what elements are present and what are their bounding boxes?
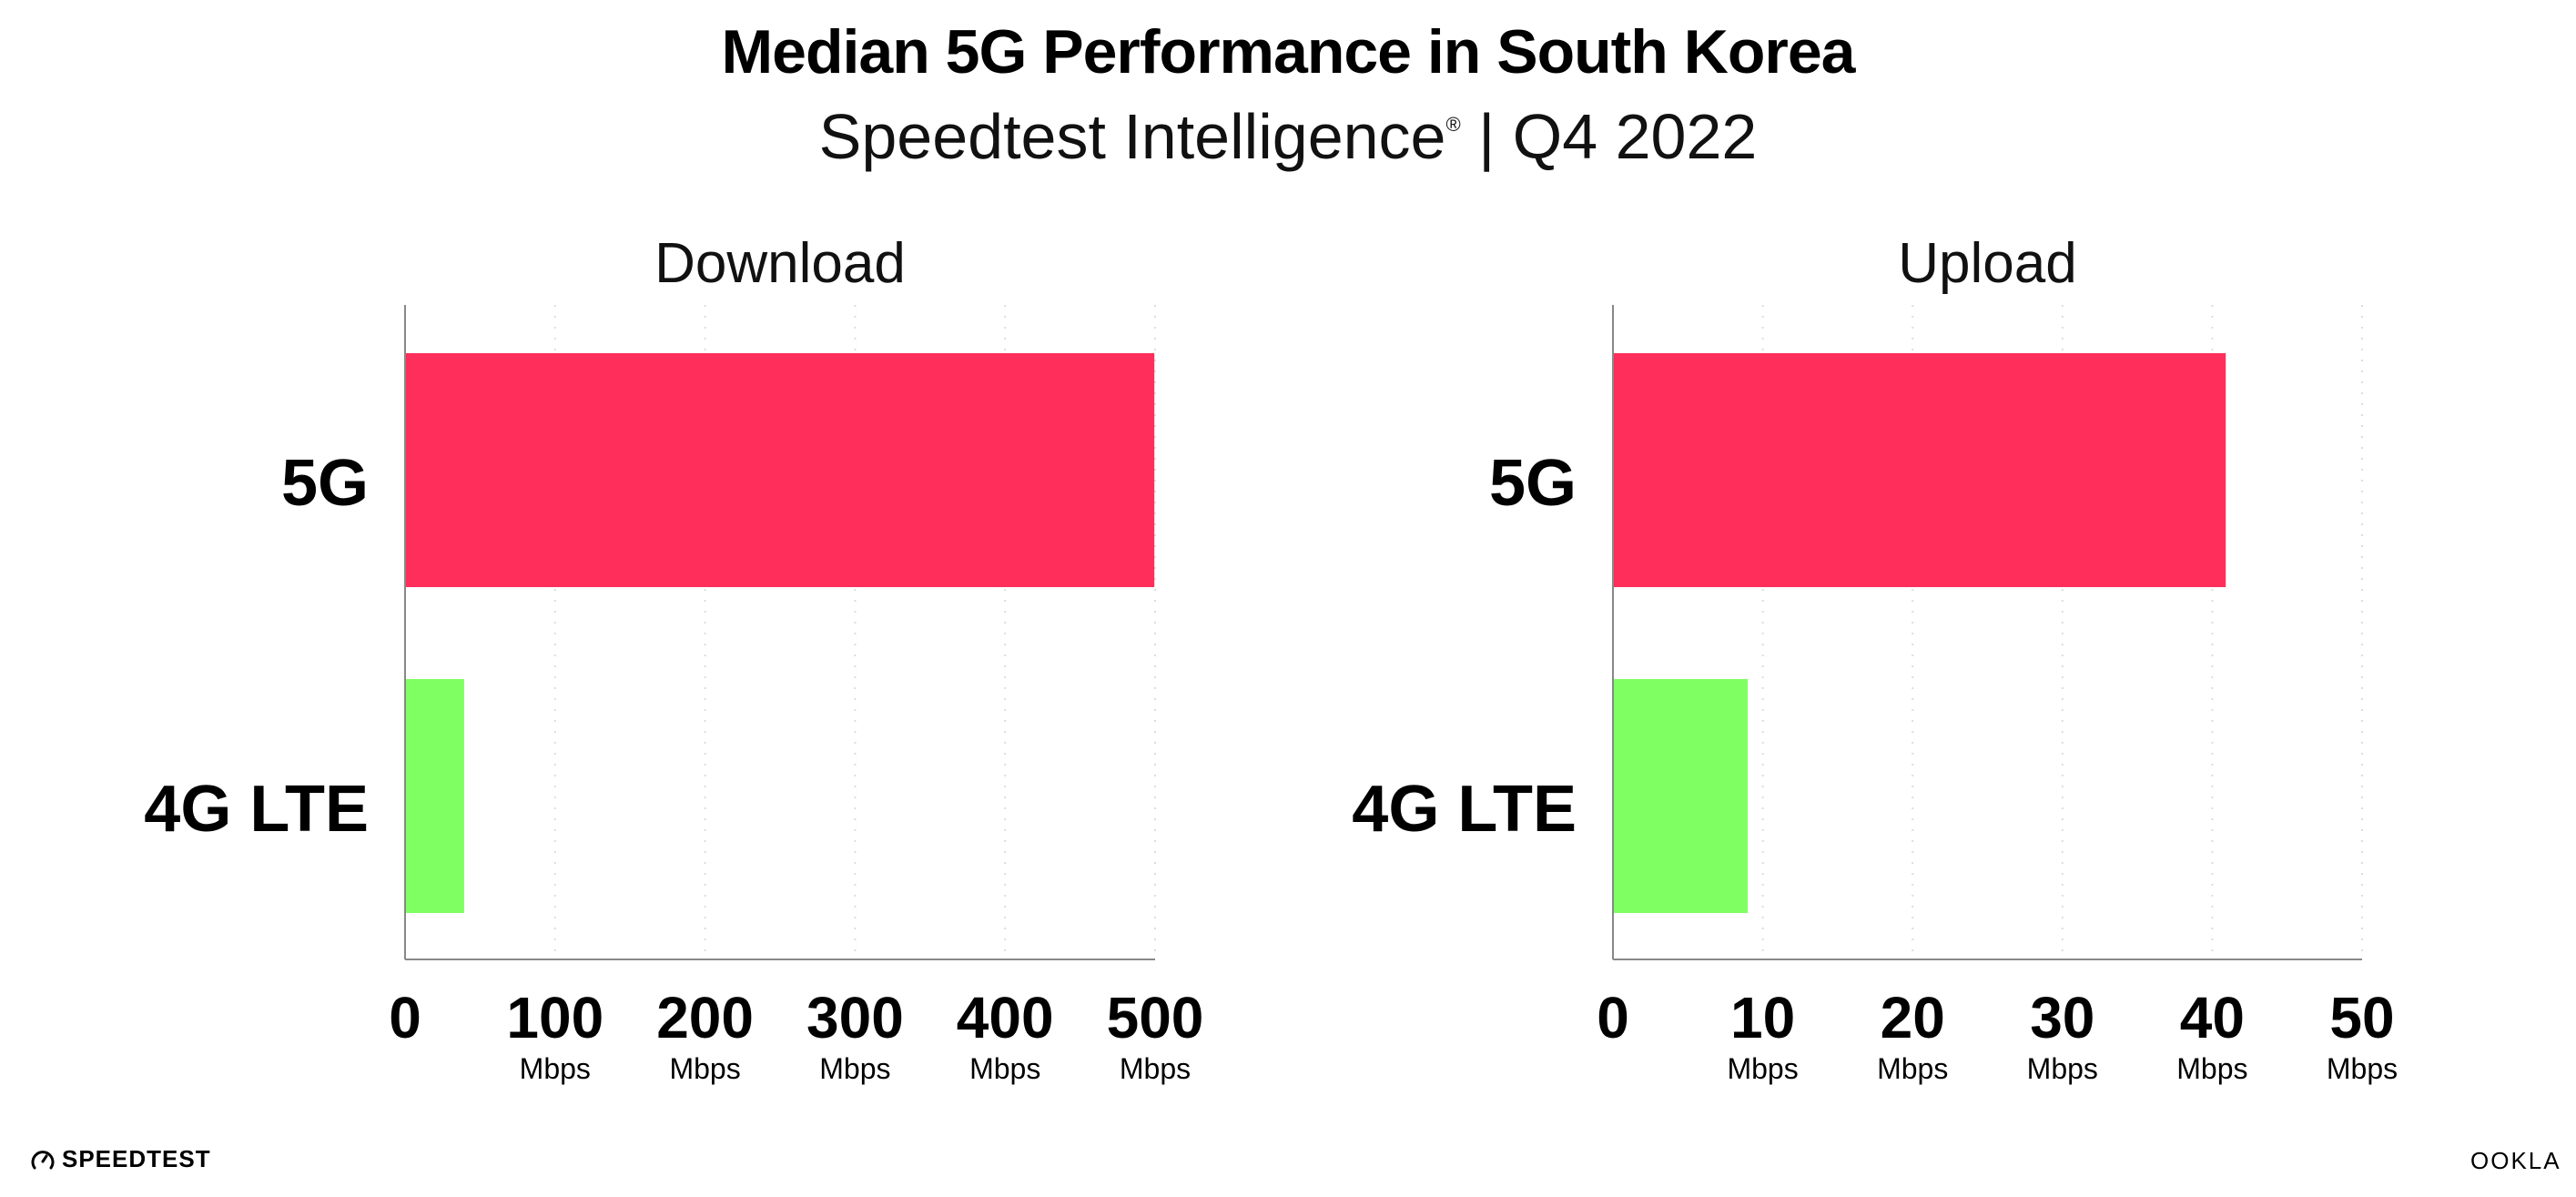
speedtest-logo: SPEEDTEST — [31, 1145, 211, 1173]
tick-label: 100 — [506, 985, 603, 1050]
bar-5g — [405, 353, 1155, 587]
bar-5g — [1613, 353, 2226, 587]
subtitle-text: Speedtest Intelligence — [818, 101, 1446, 172]
tick-label: 20 — [1881, 985, 1945, 1050]
category-label: 5G — [1489, 447, 1577, 520]
panel-title: Download — [654, 232, 906, 295]
category-label: 5G — [281, 447, 369, 520]
tick-label: 10 — [1730, 985, 1795, 1050]
tick-unit: Mbps — [1727, 1052, 1798, 1085]
tick-unit: Mbps — [1120, 1052, 1191, 1085]
tick-label: 0 — [1597, 985, 1629, 1050]
ookla-logo: OOKLA — [2470, 1147, 2561, 1174]
bar-4g-lte — [1613, 679, 1749, 913]
tick-label: 30 — [2030, 985, 2094, 1050]
category-label: 4G LTE — [144, 773, 369, 846]
tick-label: 0 — [389, 985, 421, 1050]
tick-label: 300 — [806, 985, 904, 1050]
tick-unit: Mbps — [2327, 1052, 2398, 1085]
chart-title: Median 5G Performance in South Korea — [721, 17, 1856, 86]
tick-unit: Mbps — [819, 1052, 890, 1085]
tick-label: 200 — [656, 985, 754, 1050]
speedtest-logo-text: SPEEDTEST — [62, 1145, 211, 1172]
tick-unit: Mbps — [669, 1052, 740, 1085]
tick-unit: Mbps — [2176, 1052, 2247, 1085]
tick-unit: Mbps — [1877, 1052, 1948, 1085]
registered-mark: ® — [1445, 113, 1461, 136]
tick-label: 500 — [1107, 985, 1204, 1050]
speedometer-icon — [31, 1150, 55, 1169]
category-label: 4G LTE — [1352, 773, 1577, 846]
subtitle-period: | Q4 2022 — [1478, 101, 1758, 172]
panel-title: Upload — [1898, 232, 2076, 295]
tick-label: 400 — [957, 985, 1054, 1050]
tick-unit: Mbps — [520, 1052, 591, 1085]
tick-unit: Mbps — [969, 1052, 1040, 1085]
tick-label: 50 — [2329, 985, 2394, 1050]
tick-label: 40 — [2180, 985, 2245, 1050]
tick-unit: Mbps — [2027, 1052, 2098, 1085]
bar-4g-lte — [405, 679, 464, 913]
chart-subtitle: Speedtest Intelligence® | Q4 2022 — [0, 100, 2576, 173]
